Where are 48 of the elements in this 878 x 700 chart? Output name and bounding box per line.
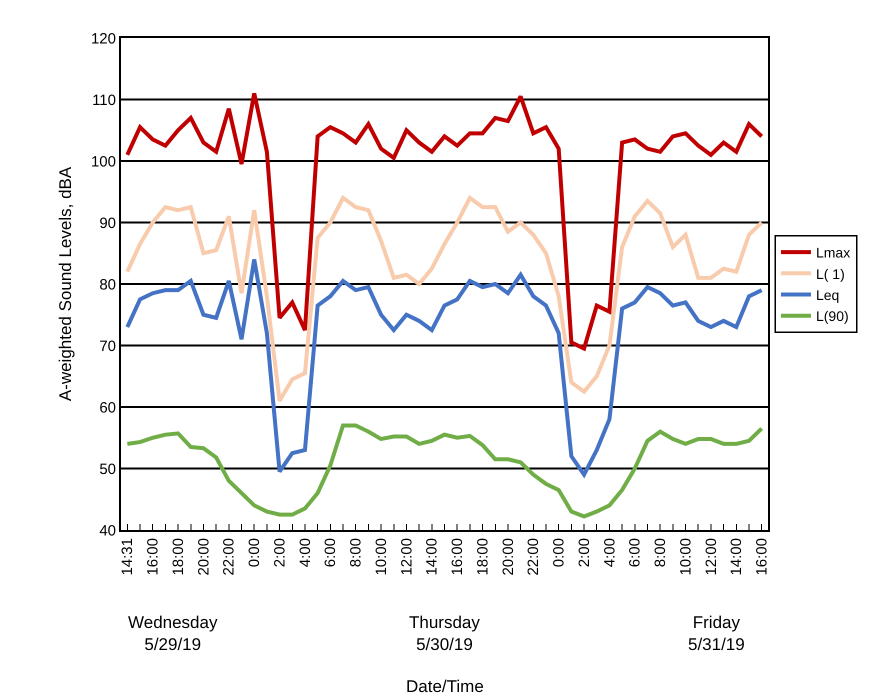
y-tick-label: 100 [90, 153, 116, 170]
x-tick-label: 16:00 [449, 538, 466, 576]
x-tick-label: 10:00 [677, 538, 694, 576]
line-series [125, 91, 764, 351]
legend-label: Leq [816, 286, 840, 303]
x-tick-label: 22:00 [220, 538, 238, 576]
y-tick-label: 80 [99, 276, 116, 294]
text: Date/Time [406, 677, 484, 696]
text: Thursday 5/30/19 [409, 613, 480, 654]
x-tick-label: 14:31 [119, 538, 136, 576]
x-tick-label: 0:00 [246, 538, 264, 568]
y-tick-label: 60 [99, 399, 116, 416]
x-tick-label: 2:00 [271, 538, 288, 568]
y-tick-label: 110 [92, 92, 116, 109]
x-tick-label: 14:00 [728, 538, 746, 576]
line-series [125, 257, 764, 477]
legend-label: L( 1) [816, 266, 845, 282]
x-tick-label: 22:00 [525, 538, 542, 576]
x-tick-label: 0:00 [550, 538, 568, 568]
y-tick-label: 50 [99, 460, 116, 478]
legend-label: Lmax [816, 244, 850, 261]
x-tick-label: 6:00 [322, 538, 340, 568]
x-tick-label: 4:00 [296, 538, 314, 568]
x-tick-label: 20:00 [500, 538, 517, 576]
x-tick-label: 16:00 [754, 538, 771, 576]
x-tick-label: 20:00 [195, 538, 212, 576]
x-tick-label: 18:00 [170, 538, 187, 576]
x-tick-label: 2:00 [576, 538, 593, 568]
text: Wednesday 5/29/19 [128, 613, 218, 654]
x-tick-label: 8:00 [652, 538, 670, 568]
x-tick-label: 14:00 [424, 538, 441, 576]
legend-label: L(90) [816, 308, 849, 324]
text: Friday 5/31/19 [688, 613, 745, 654]
y-tick-label: 90 [99, 214, 116, 232]
y-axis-title: A-weighted Sound Levels, dBA [56, 166, 76, 402]
x-tick-label: 4:00 [601, 538, 618, 568]
line-series [125, 423, 764, 518]
x-tick-label: 12:00 [702, 538, 720, 576]
y-tick-label: 40 [99, 522, 116, 540]
x-tick-label: 16:00 [144, 538, 162, 576]
x-tick-label: 8:00 [348, 538, 365, 568]
line-series [125, 196, 764, 403]
x-tick-label: 12:00 [398, 538, 416, 576]
x-tick-label: 10:00 [372, 538, 390, 576]
y-tick-label: 120 [90, 30, 116, 48]
x-tick-label: 18:00 [474, 538, 492, 576]
y-tick-label: 70 [99, 338, 116, 355]
x-tick-label: 6:00 [626, 538, 644, 568]
